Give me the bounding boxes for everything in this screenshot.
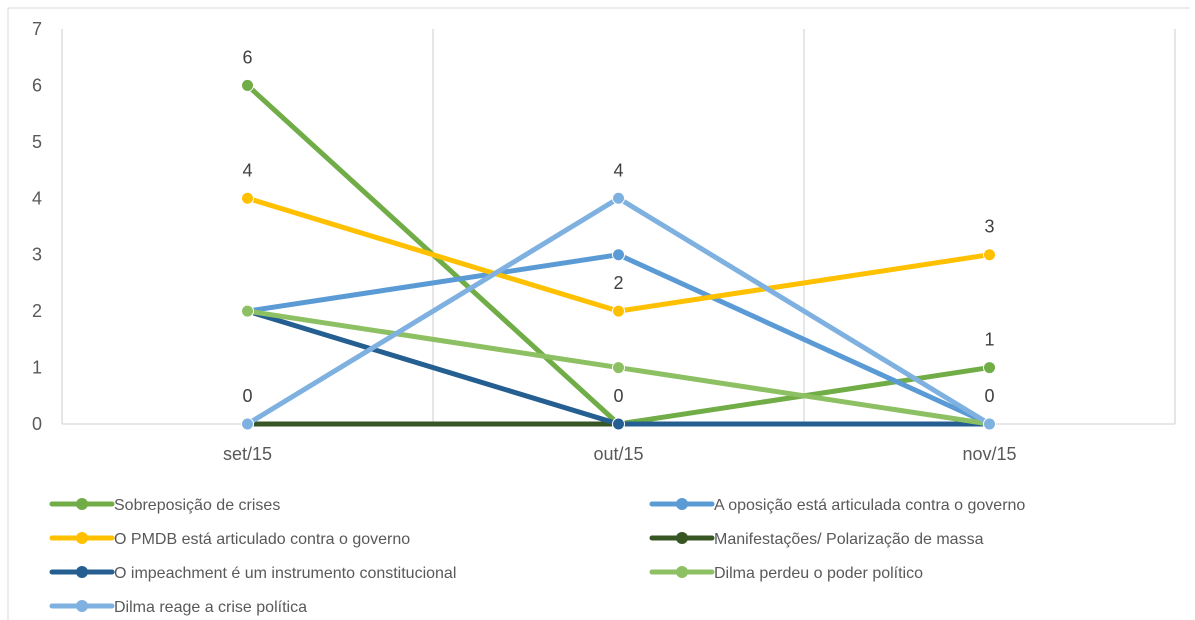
legend-swatch-marker: [676, 498, 688, 510]
data-point: [983, 361, 996, 375]
legend-label: Manifestações/ Polarização de massa: [714, 531, 984, 548]
data-point: [983, 248, 996, 262]
legend-label: O PMDB está articulado contra o governo: [114, 531, 410, 548]
legend-label: Dilma reage a crise política: [114, 599, 307, 616]
x-tick-label: nov/15: [962, 444, 1016, 464]
y-tick-label: 1: [32, 358, 42, 378]
legend-swatch-marker: [76, 600, 88, 612]
series-lines: [241, 78, 996, 431]
legend-entry: Manifestações/ Polarização de massa: [649, 531, 984, 548]
data-label: 4: [242, 160, 252, 180]
legend: Sobreposição de crises A oposição está ar…: [49, 497, 1025, 616]
data-label: 0: [613, 386, 623, 406]
data-point: [612, 304, 625, 318]
legend-entry: O impeachment é um instrumento constituc…: [49, 565, 456, 582]
y-tick-label: 6: [32, 75, 42, 95]
data-label: 0: [242, 386, 252, 406]
legend-swatch-marker: [76, 532, 88, 544]
data-label: 3: [984, 217, 994, 237]
x-tick-label: set/15: [223, 444, 272, 464]
data-point: [612, 417, 625, 431]
data-point: [612, 248, 625, 262]
legend-entry: O PMDB está articulado contra o governo: [49, 531, 410, 548]
data-label: 6: [242, 47, 252, 67]
data-point: [241, 191, 254, 205]
legend-label: A oposição está articulada contra o gove…: [714, 497, 1025, 514]
data-point: [612, 361, 625, 375]
legend-entry: A oposição está articulada contra o gove…: [649, 497, 1025, 514]
data-point: [983, 417, 996, 431]
y-tick-label: 5: [32, 132, 42, 152]
data-point: [241, 304, 254, 318]
legend-label: Sobreposição de crises: [114, 497, 280, 514]
data-point: [612, 191, 625, 205]
y-tick-label: 4: [32, 188, 42, 208]
legend-swatch-marker: [676, 532, 688, 544]
y-tick-label: 3: [32, 245, 42, 265]
legend-entry: Dilma reage a crise política: [49, 599, 307, 616]
data-label: 1: [984, 330, 994, 350]
legend-label: O impeachment é um instrumento constituc…: [114, 565, 456, 582]
legend-swatch-marker: [676, 566, 688, 578]
legend-entry: Sobreposição de crises: [49, 497, 280, 514]
y-tick-label: 7: [32, 19, 42, 39]
data-label: 0: [984, 386, 994, 406]
legend-label: Dilma perdeu o poder político: [714, 565, 923, 582]
data-label: 2: [613, 273, 623, 293]
y-tick-label: 0: [32, 414, 42, 434]
x-tick-label: out/15: [593, 444, 643, 464]
y-tick-label: 2: [32, 301, 42, 321]
legend-swatch-marker: [76, 498, 88, 510]
data-point: [241, 78, 254, 92]
data-labels: 6 0 1 4 2 3 0 4 0: [242, 47, 994, 406]
legend-swatch-marker: [76, 566, 88, 578]
legend-entry: Dilma perdeu o poder político: [649, 565, 923, 582]
data-label: 4: [613, 160, 623, 180]
data-point: [241, 417, 254, 431]
axes: 0 1 2 3 4 5 6 7 set/15 out/15 nov/15: [7, 7, 1190, 620]
gridlines: [61, 29, 1176, 424]
